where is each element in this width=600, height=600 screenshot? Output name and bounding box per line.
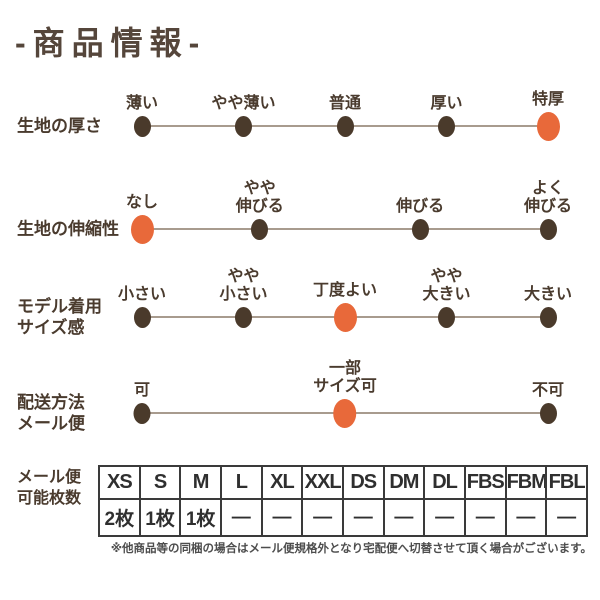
- size-column-header: DS: [341, 465, 385, 500]
- scale-dot: [539, 402, 557, 424]
- size-table-value-row: 2枚 1枚 1枚 — — — — — — — — —: [98, 498, 588, 537]
- scale-option-label: なし: [125, 193, 159, 211]
- scale-option-label: 伸びる: [396, 197, 445, 215]
- scale-option: 一部 サイズ可: [313, 359, 377, 428]
- page-title: -商品情報-: [15, 25, 207, 61]
- scale-row-label: 配送方法 メール便: [17, 392, 85, 433]
- scale-option-label: やや薄い: [211, 94, 276, 112]
- scale-option: 小さい: [118, 286, 166, 328]
- scale-option: よく 伸びる: [524, 180, 572, 240]
- size-capacity-cell: 1枚: [179, 498, 222, 537]
- scale-dot: [437, 306, 455, 328]
- size-column-header: FBS: [463, 465, 507, 500]
- scale-option: 丁度よい: [312, 281, 378, 332]
- size-column-header: FBM: [504, 465, 548, 500]
- size-column-header: M: [179, 465, 222, 500]
- scale-option: 特厚: [531, 90, 565, 141]
- scale-option: 薄い: [126, 95, 158, 137]
- scale-option: 厚い: [430, 94, 463, 137]
- scale-option: 普通: [329, 95, 361, 137]
- size-column-header: DM: [382, 465, 426, 500]
- scale-option: 伸びる: [396, 198, 444, 240]
- scale-option-label: 薄い: [125, 94, 159, 112]
- scale-option-label: 厚い: [430, 94, 463, 112]
- size-capacity-cell: 1枚: [138, 498, 182, 537]
- scale-dot: [251, 218, 269, 240]
- scale-option: 不可: [532, 382, 564, 424]
- scale-dot: [336, 115, 354, 137]
- size-table: XS S M L XL XXL DS DM DL FBS FBM FBL 2枚 1枚 1枚 — — — — — — — — —: [98, 465, 588, 537]
- size-capacity-cell: —: [260, 498, 304, 537]
- scale-dot-selected: [536, 111, 560, 141]
- scale-option-label: 小さい: [117, 285, 167, 303]
- scale-option-label: 普通: [328, 94, 362, 112]
- scale-option: やや 小さい: [219, 267, 268, 328]
- scale-option-label: やや 小さい: [219, 267, 268, 303]
- size-capacity-cell: —: [545, 498, 588, 537]
- footnote: ※他商品等の同梱の場合はメール便規格外となり宅配便へ切替させて頂く場合がございま…: [110, 543, 592, 555]
- scale-option-label: やや 伸びる: [235, 179, 284, 215]
- table-row-label: メール便 可能枚数: [17, 469, 82, 507]
- scale-option-label: よく 伸びる: [523, 179, 573, 215]
- size-capacity-cell: —: [463, 498, 507, 537]
- size-column-header: FBL: [545, 465, 588, 500]
- scale-dot: [234, 115, 252, 137]
- size-capacity-cell: —: [423, 498, 466, 537]
- scale-track-line: [142, 228, 548, 230]
- scale-dot: [133, 306, 151, 328]
- scale-row-label: 生地の厚さ: [17, 116, 102, 136]
- size-column-header: XXL: [301, 465, 344, 500]
- scale-dot-selected: [333, 302, 357, 332]
- scale-dot-selected: [333, 398, 357, 428]
- size-capacity-cell: 2枚: [98, 498, 141, 537]
- scale-dot: [539, 306, 557, 328]
- scale-row-label: モデル着用 サイズ感: [17, 296, 102, 337]
- scale-option-label: 一部 サイズ可: [313, 359, 377, 395]
- scale-option: やや 大きい: [422, 267, 471, 328]
- scale-row-label: 生地の伸縮性: [17, 219, 119, 239]
- scale-dot: [133, 115, 151, 137]
- scale-option-label: やや 大きい: [422, 267, 471, 303]
- scale-dot: [234, 306, 252, 328]
- size-column-header: L: [219, 465, 263, 500]
- scale-dot: [133, 402, 151, 424]
- scale-option: 大きい: [524, 286, 572, 328]
- size-capacity-cell: —: [341, 498, 385, 537]
- scale-option-label: 丁度よい: [312, 281, 378, 299]
- size-capacity-cell: —: [382, 498, 426, 537]
- scale-option: やや薄い: [211, 94, 276, 137]
- scale-dot: [411, 218, 429, 240]
- size-column-header: S: [138, 465, 182, 500]
- size-column-header: XL: [260, 465, 304, 500]
- scale-dot: [539, 218, 557, 240]
- size-capacity-cell: —: [504, 498, 548, 537]
- scale-dot: [437, 115, 455, 137]
- scale-option: 可: [133, 381, 151, 424]
- scale-option: なし: [125, 193, 159, 244]
- scale-option-label: 大きい: [523, 285, 573, 303]
- scale-option-label: 可: [133, 381, 150, 399]
- scale-option-label: 特厚: [531, 90, 565, 108]
- scale-option-label: 不可: [531, 381, 565, 399]
- size-capacity-cell: —: [219, 498, 263, 537]
- size-column-header: DL: [423, 465, 466, 500]
- size-capacity-cell: —: [301, 498, 344, 537]
- size-column-header: XS: [98, 465, 141, 500]
- scale-dot-selected: [130, 214, 154, 244]
- scale-option: やや 伸びる: [236, 180, 284, 240]
- size-table-header-row: XS S M L XL XXL DS DM DL FBS FBM FBL: [98, 465, 588, 500]
